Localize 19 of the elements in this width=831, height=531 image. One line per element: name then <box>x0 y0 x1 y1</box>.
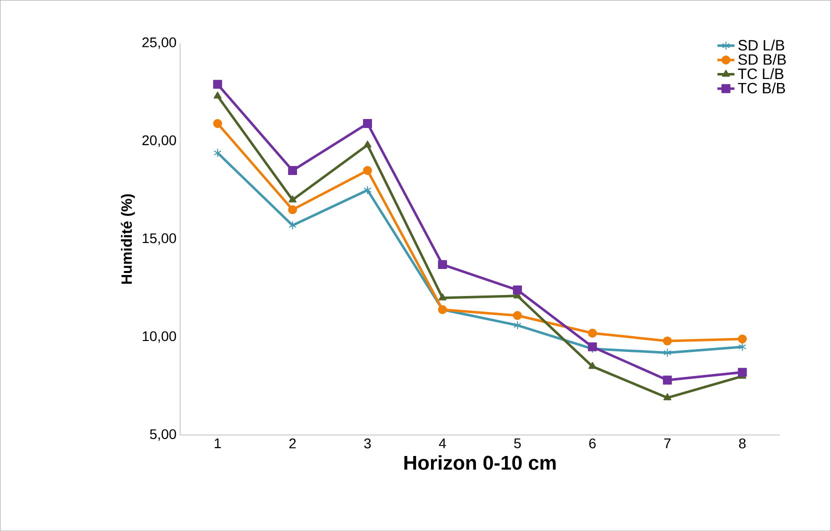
y-tick-label: 15,00 <box>142 233 176 245</box>
legend-label: TC L/B <box>738 68 784 80</box>
x-tick-label: 2 <box>289 438 296 448</box>
x-axis-title: Horizon 0-10 cm <box>404 455 556 470</box>
x-tick-label: 4 <box>438 438 446 448</box>
y-tick-label: 5,00 <box>150 429 176 441</box>
legend-label: TC B/B <box>738 82 785 94</box>
y-tick-label: 20,00 <box>142 135 176 147</box>
y-tick-label: 10,00 <box>142 331 176 343</box>
x-tick-label: 5 <box>514 438 521 448</box>
x-tick-label: 3 <box>364 438 371 448</box>
x-tick-label: 1 <box>214 438 221 448</box>
x-tick-label: 6 <box>589 438 596 448</box>
y-axis-title: Humidité (%) <box>120 194 135 284</box>
x-tick-label: 8 <box>739 438 746 448</box>
legend-label: SD B/B <box>738 54 786 65</box>
x-tick-label: 7 <box>664 438 671 448</box>
legend-label: SD L/B <box>738 39 784 50</box>
y-tick-label: 25,00 <box>142 37 176 49</box>
